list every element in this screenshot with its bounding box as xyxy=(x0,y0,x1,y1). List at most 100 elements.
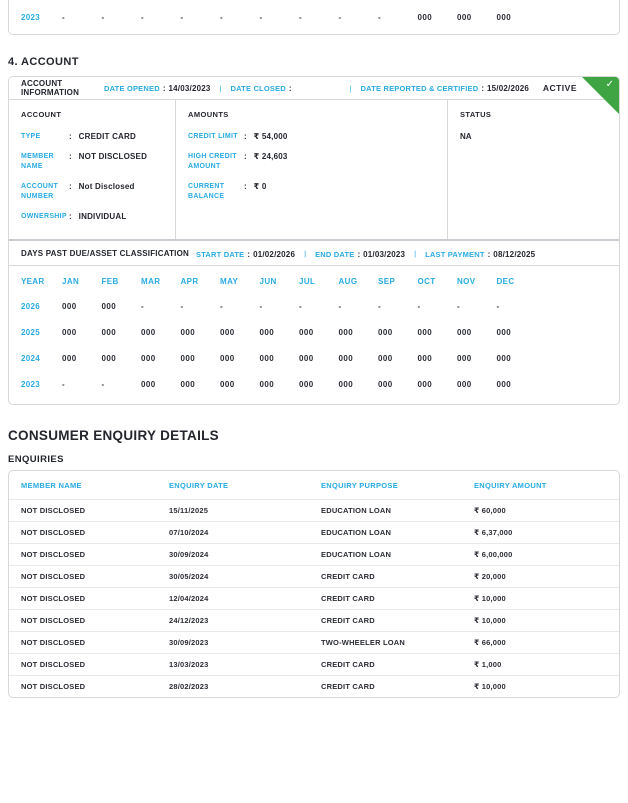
dpd-value-cell: 000 xyxy=(378,353,393,363)
enquiry-purpose: CREDIT CARD xyxy=(321,616,375,625)
enquiry-date: 30/05/2024 xyxy=(169,572,209,581)
field-label: TYPE xyxy=(21,133,41,140)
dpd-value-cell: - xyxy=(220,301,224,311)
enquiry-column-headers: MEMBER NAME ENQUIRY DATE ENQUIRY PURPOSE EN… xyxy=(9,471,619,499)
account-column-title: ACCOUNT xyxy=(21,110,62,119)
dpd-column-header: DEC xyxy=(496,276,515,286)
dpd-value-cell: 000 xyxy=(180,327,196,337)
dpd-column-header: SEP xyxy=(378,276,396,286)
dpd-value-cell: 000 xyxy=(457,327,472,337)
enquiry-amount: ₹ 60,000 xyxy=(474,506,506,515)
dpd-value-cell: 000 xyxy=(417,12,433,22)
dpd-column-header: JUN xyxy=(259,276,277,286)
account-field: MEMBER NAME NOT DISCLOSED xyxy=(21,152,163,173)
enquiry-purpose: TWO-WHEELER LOAN xyxy=(321,638,406,647)
field-colon xyxy=(69,132,72,143)
dpd-value-cell: 000 xyxy=(417,379,433,389)
last-payment-label: LAST PAYMENT xyxy=(425,250,485,259)
dpd-value-cell: 000 xyxy=(417,353,433,363)
dpd-value-cell: 000 xyxy=(378,379,393,389)
account-field: HIGH CREDIT AMOUNT ₹ 24,603 xyxy=(188,152,435,173)
dpd-value-cell: 000 xyxy=(259,353,275,363)
enquiry-amount: ₹ 66,000 xyxy=(474,638,506,647)
enquiries-panel: MEMBER NAME ENQUIRY DATE ENQUIRY PURPOSE EN… xyxy=(8,470,620,698)
dpd-value-cell: - xyxy=(338,301,342,311)
separator: | xyxy=(349,83,352,93)
enquiry-amount: ₹ 1,000 xyxy=(474,660,502,669)
field-colon xyxy=(69,182,72,203)
dpd-value-cell: 000 xyxy=(338,353,354,363)
enquiry-amount: ₹ 10,000 xyxy=(474,682,506,691)
field-label: CREDIT LIMIT xyxy=(188,133,238,140)
enquiry-row: NOT DISCLOSED 07/10/2024 EDUCATION LOAN ₹ 6… xyxy=(9,521,619,543)
dpd-column-header: FEB xyxy=(101,276,119,286)
enquiry-row: NOT DISCLOSED 30/09/2023 TWO-WHEELER LOAN ₹… xyxy=(9,631,619,653)
enquiry-date: 07/10/2024 xyxy=(169,528,209,537)
dpd-value-cell: - xyxy=(338,12,342,22)
account-field: OWNERSHIP INDIVIDUAL xyxy=(21,212,163,223)
field-value: NOT DISCLOSED xyxy=(78,151,148,161)
dpd-value-cell: 000 xyxy=(299,353,314,363)
dpd-title: DAYS PAST DUE/ASSET CLASSIFICATION xyxy=(21,248,190,258)
field-label: MEMBER NAME xyxy=(21,152,54,171)
enquiry-date: 12/04/2024 xyxy=(169,594,209,603)
field-value: INDIVIDUAL xyxy=(78,211,127,221)
dpd-column-headers: YEAR JAN FEB MAR APR MAY JUN JUL AUG SEP OCT NOV DEC xyxy=(9,269,619,293)
enquiry-purpose: EDUCATION LOAN xyxy=(321,506,392,515)
account-field: TYPE CREDIT CARD xyxy=(21,132,163,143)
dpd-value-cell: - xyxy=(62,379,66,389)
status-value: NA xyxy=(460,132,472,141)
dpd-value-cell: 000 xyxy=(457,353,472,363)
dpd-value-cell: - xyxy=(417,301,421,311)
date-closed-label: DATE CLOSED xyxy=(230,83,286,93)
last-payment-group: LAST PAYMENT 08/12/2025 xyxy=(425,244,535,262)
enquiry-purpose: CREDIT CARD xyxy=(321,594,375,603)
enquiry-member-name: NOT DISCLOSED xyxy=(21,660,86,669)
dpd-value-cell: 000 xyxy=(220,327,235,337)
dpd-year-label: 2025 xyxy=(21,327,40,337)
partial-dpd-row: 2023 - - - - - - - - - 000 000 000 xyxy=(9,4,536,30)
enquiry-purpose: CREDIT CARD xyxy=(321,572,375,581)
field-colon xyxy=(244,132,247,143)
active-corner-ribbon xyxy=(582,77,619,114)
enquiry-date: 15/11/2025 xyxy=(169,506,209,515)
date-opened-label: DATE OPENED xyxy=(104,83,160,93)
dpd-value-cell: 000 xyxy=(259,379,275,389)
enquiry-date: 13/03/2023 xyxy=(169,660,209,669)
enquiry-column-header: MEMBER NAME xyxy=(21,480,82,490)
enquiry-row: NOT DISCLOSED 13/03/2023 CREDIT CARD ₹ 1,00… xyxy=(9,653,619,675)
enquiry-row: NOT DISCLOSED 12/04/2024 CREDIT CARD ₹ 10,0… xyxy=(9,587,619,609)
account-info-header: ACCOUNT INFORMATION DATE OPENED 14/03/202… xyxy=(9,77,619,100)
account-detail-columns: ACCOUNT TYPE CREDIT CARD MEMBER NAME NOT DI… xyxy=(9,100,619,241)
dpd-rows: 2026 000 000 - - - - - - - - - - 2025 000 000 000 000 000 0… xyxy=(9,293,619,397)
enquiry-column-header: ENQUIRY DATE xyxy=(169,480,229,490)
field-value: ₹ 54,000 xyxy=(253,132,288,141)
dpd-value-cell: 000 xyxy=(299,327,314,337)
amounts-column-fields: CREDIT LIMIT ₹ 54,000 HIGH CREDIT AMOUNT ₹ … xyxy=(188,132,435,203)
enquiry-column-header: ENQUIRY PURPOSE xyxy=(321,480,399,490)
dpd-column-header: JUL xyxy=(299,276,316,286)
dpd-table: YEAR JAN FEB MAR APR MAY JUN JUL AUG SEP OCT NOV DEC… xyxy=(9,266,619,404)
field-value: ₹ 0 xyxy=(253,181,267,191)
date-opened-group: DATE OPENED 14/03/2023 xyxy=(104,84,211,93)
enquiry-purpose: EDUCATION LOAN xyxy=(321,528,392,537)
dpd-value-cell: 000 xyxy=(496,379,512,389)
enquiry-row: NOT DISCLOSED 30/09/2024 EDUCATION LOAN ₹ 6… xyxy=(9,543,619,565)
enquiry-amount: ₹ 10,000 xyxy=(474,594,506,603)
dpd-column-header: YEAR xyxy=(21,276,45,286)
field-colon xyxy=(244,152,247,173)
amounts-column: AMOUNTS CREDIT LIMIT ₹ 54,000 HIGH CREDIT … xyxy=(176,100,448,239)
enquiry-row: NOT DISCLOSED 24/12/2023 CREDIT CARD ₹ 10,0… xyxy=(9,609,619,631)
field-colon xyxy=(69,152,72,173)
colon xyxy=(247,250,250,259)
date-reported-group: DATE REPORTED & CERTIFIED 15/02/2026 xyxy=(361,84,530,93)
enquiry-column-header: ENQUIRY AMOUNT xyxy=(474,480,547,490)
dpd-value-cell: - xyxy=(378,301,382,311)
dpd-value-cell: 000 xyxy=(496,353,512,363)
dpd-column-header: MAY xyxy=(220,276,239,286)
colon xyxy=(163,84,166,93)
dpd-year-label: 2024 xyxy=(21,353,40,363)
account-field: CURRENT BALANCE ₹ 0 xyxy=(188,182,435,203)
field-colon xyxy=(69,212,72,223)
dpd-value-cell: 000 xyxy=(259,327,275,337)
